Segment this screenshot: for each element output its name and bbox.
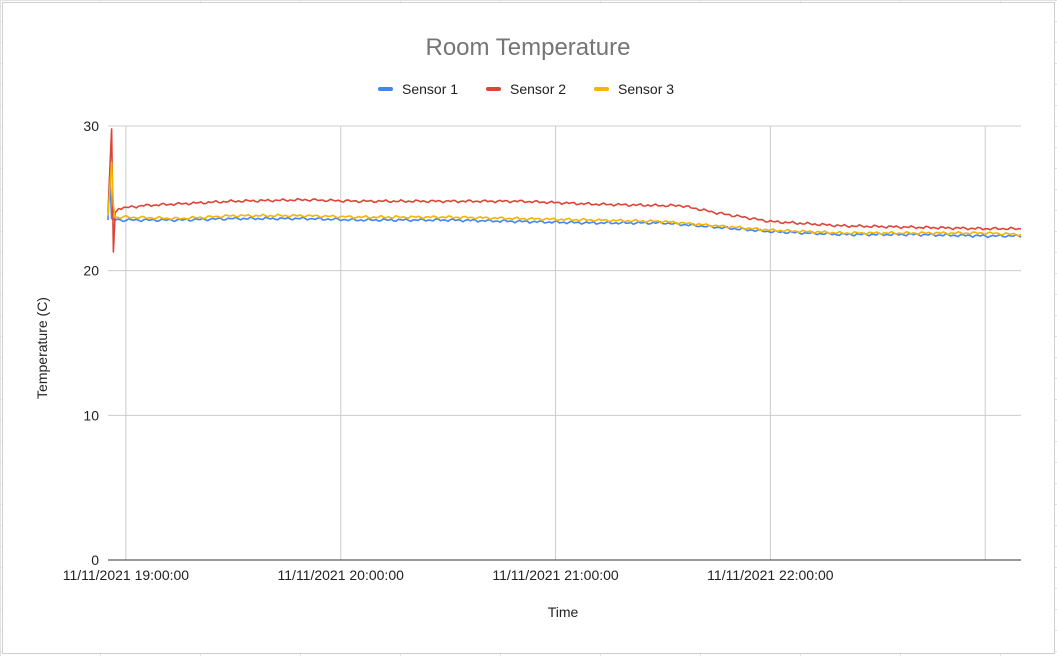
legend-swatch-sensor-3 [594, 87, 609, 91]
y-tick-label: 0 [91, 552, 99, 568]
gridlines [108, 125, 1021, 560]
legend-label-sensor-3: Sensor 3 [618, 81, 674, 97]
y-axis-title: Temperature (C) [34, 297, 50, 399]
series-line-sensor-2 [107, 128, 1022, 253]
x-axis-ticks: 11/11/2021 19:00:00 11/11/2021 20:00:00 11… [63, 567, 834, 583]
y-tick-label: 20 [83, 263, 99, 279]
legend: Sensor 1 Sensor 2 Sensor 3 [378, 81, 674, 97]
y-tick-label: 10 [83, 407, 99, 423]
series-line-sensor-3 [107, 161, 1022, 237]
x-tick-label: 11/11/2021 22:00:00 [707, 567, 834, 583]
legend-label-sensor-1: Sensor 1 [402, 81, 458, 97]
y-tick-label: 30 [83, 118, 99, 134]
x-tick-label: 11/11/2021 20:00:00 [278, 567, 405, 583]
legend-swatch-sensor-2 [486, 87, 501, 91]
y-axis-ticks: 0 10 20 30 [83, 118, 99, 568]
legend-swatch-sensor-1 [378, 87, 393, 91]
series-line-sensor-1 [107, 175, 1022, 239]
x-axis-title: Time [548, 604, 579, 620]
x-tick-label: 11/11/2021 19:00:00 [63, 567, 190, 583]
series-layer [107, 128, 1022, 253]
chart-title: Room Temperature [426, 34, 631, 61]
x-tick-label: 11/11/2021 21:00:00 [492, 567, 619, 583]
legend-label-sensor-2: Sensor 2 [510, 81, 566, 97]
